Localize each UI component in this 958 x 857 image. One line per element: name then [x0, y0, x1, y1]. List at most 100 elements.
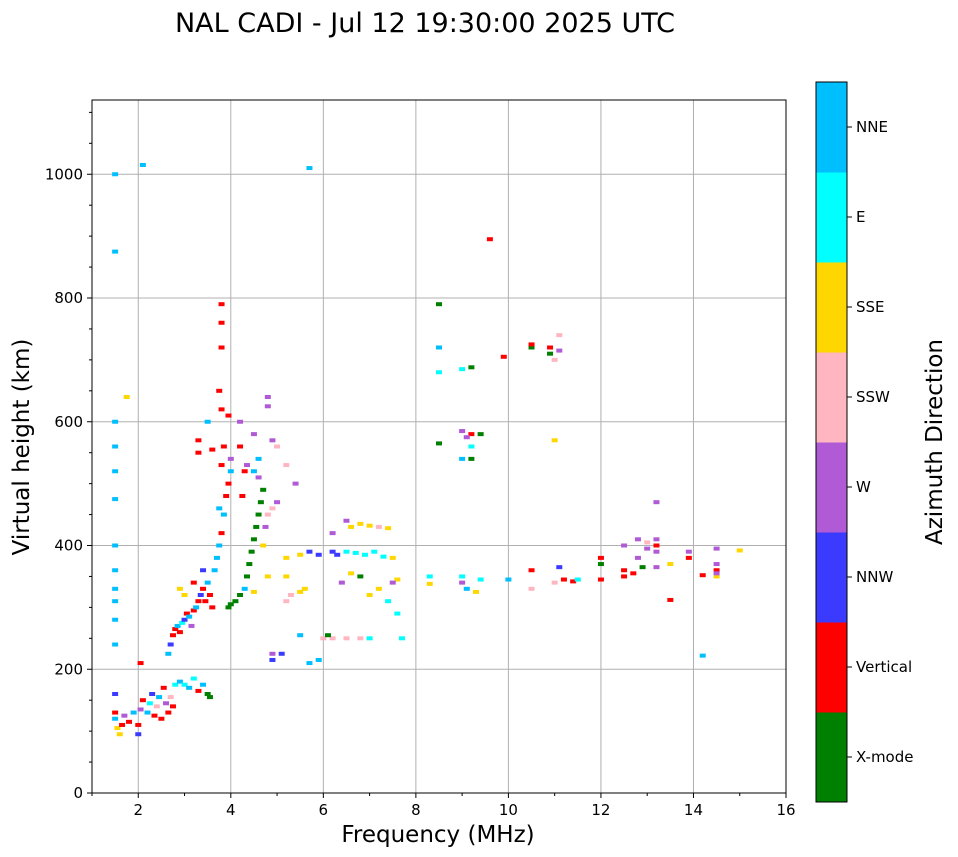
echo-point: [112, 716, 119, 721]
echo-point: [283, 463, 290, 468]
y-tick-label: 800: [54, 289, 83, 307]
echo-point: [123, 395, 130, 399]
echo-point: [621, 543, 628, 548]
echo-point: [149, 692, 156, 696]
x-axis-label: Frequency (MHz): [341, 822, 534, 848]
echo-point: [468, 444, 475, 449]
echo-point: [389, 580, 396, 585]
echo-point: [165, 710, 172, 715]
echo-point: [262, 524, 269, 529]
echo-point: [477, 577, 484, 582]
colorbar-tick-label: NNW: [856, 568, 893, 586]
echo-point: [112, 586, 119, 591]
echo-point: [190, 676, 197, 681]
chart-title: NAL CADI - Jul 12 19:30:00 2025 UTC: [175, 8, 675, 39]
y-tick-label: 1000: [45, 165, 83, 183]
echo-point: [348, 571, 355, 576]
echo-point: [528, 342, 535, 347]
echo-point: [639, 565, 646, 570]
echo-point: [357, 636, 364, 641]
echo-point: [306, 549, 313, 554]
echo-point: [459, 580, 466, 585]
echo-point: [630, 571, 637, 576]
echo-point: [306, 661, 313, 666]
echo-point: [179, 620, 186, 625]
echo-point: [139, 162, 146, 167]
echo-point: [153, 704, 160, 709]
echo-point: [165, 651, 172, 656]
x-tick-label: 14: [684, 801, 703, 819]
echo-point: [188, 623, 195, 628]
echo-point: [250, 537, 257, 542]
echo-point: [556, 348, 563, 353]
echo-point: [329, 549, 336, 554]
colorbar-tick-label: SSE: [856, 298, 885, 316]
echo-point: [255, 475, 262, 480]
echo-point: [398, 636, 405, 641]
echo-point: [394, 577, 401, 582]
echo-point: [206, 593, 213, 597]
echo-point: [634, 537, 641, 542]
echo-point: [156, 695, 163, 700]
x-tick-label: 10: [499, 801, 518, 819]
echo-point: [269, 438, 276, 443]
echo-point: [218, 407, 225, 412]
echo-point: [556, 333, 563, 338]
echo-point: [269, 651, 276, 656]
colorbar-segment: [816, 532, 847, 623]
echo-point: [213, 555, 220, 560]
echo-point: [151, 713, 158, 718]
echo-point: [436, 345, 442, 350]
echo-point: [172, 682, 179, 687]
echo-point: [200, 682, 207, 687]
echo-point: [126, 719, 133, 724]
echo-point: [112, 444, 119, 449]
colorbar-tick-label: SSW: [856, 388, 890, 406]
echo-point: [468, 456, 475, 461]
echo-point: [348, 524, 355, 529]
echo-point: [216, 506, 223, 511]
echo-point: [551, 580, 558, 585]
echo-point: [169, 633, 176, 638]
colorbar-segment: [816, 172, 847, 263]
echo-point: [324, 633, 331, 638]
echo-point: [119, 722, 126, 727]
echo-point: [197, 593, 204, 597]
echo-point: [250, 469, 257, 474]
echo-point: [459, 456, 466, 461]
echo-point: [146, 701, 153, 706]
x-tick-label: 2: [133, 801, 143, 819]
echo-point: [269, 506, 276, 511]
echo-point: [352, 550, 359, 555]
echo-point: [713, 571, 720, 576]
echo-point: [621, 574, 628, 579]
x-tick-label: 16: [776, 801, 795, 819]
colorbar-label: Azimuth Direction: [922, 339, 948, 545]
echo-point: [436, 302, 442, 307]
echo-point: [112, 710, 119, 715]
echo-point: [158, 716, 165, 721]
echo-point: [426, 574, 433, 579]
colorbar-segment: [816, 622, 847, 713]
echo-point: [699, 573, 706, 578]
echo-point: [172, 627, 179, 632]
echo-point: [375, 586, 382, 591]
colorbar: X-mode Vertical NNW W SSW SSE E NNE: [815, 81, 913, 803]
echo-point: [560, 577, 567, 582]
echo-point: [264, 574, 271, 579]
y-tick-label: 200: [54, 660, 83, 678]
x-tick-label: 12: [591, 801, 610, 819]
echo-point: [193, 605, 200, 610]
echo-point: [135, 732, 142, 737]
echo-point: [176, 586, 183, 591]
echo-point: [315, 657, 322, 662]
echo-point: [667, 597, 674, 602]
echo-point: [436, 370, 442, 375]
colorbar-segment: [816, 712, 847, 803]
echo-point: [653, 549, 660, 554]
echo-point: [366, 523, 373, 528]
echo-point: [144, 710, 151, 715]
echo-point: [112, 642, 119, 647]
echo-point: [211, 568, 218, 573]
